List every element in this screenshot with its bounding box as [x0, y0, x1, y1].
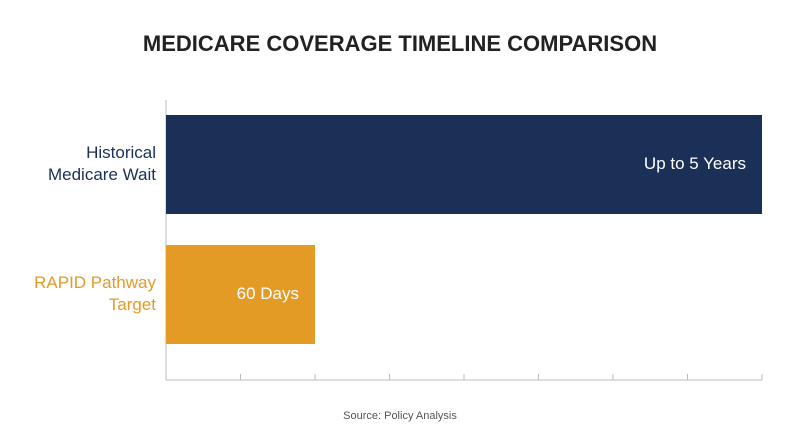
category-label: Target — [109, 295, 157, 314]
category-label: Medicare Wait — [48, 165, 156, 184]
bar — [166, 245, 315, 344]
bar — [166, 115, 762, 214]
source-note: Source: Policy Analysis — [343, 410, 457, 422]
bar-label: 60 Days — [237, 284, 299, 303]
category-label: RAPID Pathway — [34, 273, 156, 292]
category-label: Historical — [86, 143, 156, 162]
chart-title: MEDICARE COVERAGE TIMELINE COMPARISON — [143, 31, 657, 56]
bar-label: Up to 5 Years — [644, 154, 746, 173]
